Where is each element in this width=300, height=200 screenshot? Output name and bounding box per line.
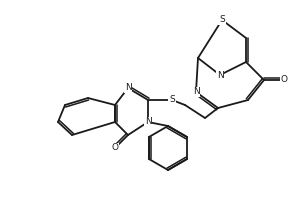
Text: O: O [280,75,287,84]
Text: N: N [145,117,152,127]
Text: S: S [169,96,175,104]
Text: O: O [112,144,118,152]
Text: S: S [219,16,225,24]
Text: N: N [193,88,200,97]
Text: N: N [217,71,224,79]
Text: N: N [124,84,131,92]
